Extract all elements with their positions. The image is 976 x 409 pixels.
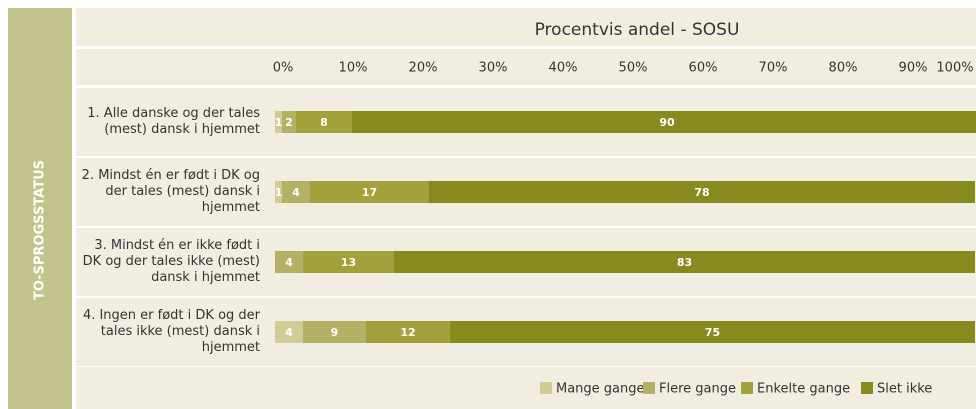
x-tick-label: 30% bbox=[479, 61, 508, 76]
x-tick-label: 10% bbox=[339, 61, 368, 76]
value-label: 78 bbox=[694, 186, 709, 199]
legend-label: Enkelte gange bbox=[757, 382, 850, 397]
value-label: 13 bbox=[341, 256, 356, 269]
title-band bbox=[76, 8, 976, 46]
legend-label: Mange gange bbox=[556, 382, 645, 397]
bar-segment bbox=[296, 111, 352, 133]
bar-segment bbox=[275, 251, 303, 273]
value-label: 8 bbox=[320, 116, 328, 129]
bar-segment bbox=[282, 181, 310, 203]
x-tick-label: 40% bbox=[549, 61, 578, 76]
legend-label: Flere gange bbox=[659, 382, 736, 397]
legend-swatch bbox=[540, 382, 552, 394]
value-label: 12 bbox=[400, 326, 415, 339]
x-tick-label: 60% bbox=[689, 61, 718, 76]
value-label: 75 bbox=[705, 326, 720, 339]
x-tick-label: 70% bbox=[759, 61, 788, 76]
x-tick-label: 100% bbox=[936, 61, 973, 76]
value-label: 83 bbox=[677, 256, 692, 269]
x-tick-label: 0% bbox=[273, 61, 294, 76]
value-label: 90 bbox=[659, 116, 675, 129]
legend-label: Slet ikke bbox=[877, 382, 932, 397]
legend-swatch bbox=[861, 382, 873, 394]
row-label: 1. Alle danske og der tales (mest) dansk… bbox=[87, 106, 260, 137]
bar-segment bbox=[450, 321, 975, 343]
legend-band bbox=[76, 367, 976, 409]
value-label: 1 bbox=[275, 116, 283, 129]
bar-segment bbox=[310, 181, 429, 203]
bar-segment bbox=[275, 181, 282, 203]
bar-segment bbox=[303, 321, 366, 343]
value-label: 4 bbox=[292, 186, 300, 199]
legend-swatch bbox=[643, 382, 655, 394]
bar-segment bbox=[275, 111, 282, 133]
tick-band bbox=[76, 49, 976, 85]
row-label: 3. Mindst én er ikke født i DK og der ta… bbox=[82, 238, 260, 285]
value-label: 2 bbox=[285, 116, 293, 129]
x-tick-label: 90% bbox=[899, 61, 928, 76]
row-label: 2. Mindst én er født i DK og der tales (… bbox=[81, 168, 260, 215]
bar-segment bbox=[275, 321, 303, 343]
row-label: 4. Ingen er født i DK og der tales ikke … bbox=[82, 308, 260, 355]
bar-segment bbox=[429, 181, 975, 203]
legend-swatch bbox=[741, 382, 753, 394]
bar-segment bbox=[366, 321, 450, 343]
x-tick-label: 50% bbox=[619, 61, 648, 76]
value-label: 4 bbox=[285, 256, 293, 269]
bar-segment bbox=[394, 251, 975, 273]
value-label: 4 bbox=[285, 326, 293, 339]
value-label: 9 bbox=[331, 326, 339, 339]
bar-segment bbox=[282, 111, 296, 133]
value-label: 1 bbox=[275, 186, 283, 199]
x-tick-label: 80% bbox=[829, 61, 858, 76]
bar-segment bbox=[352, 111, 976, 133]
side-band bbox=[8, 8, 72, 409]
value-label: 17 bbox=[362, 186, 377, 199]
x-tick-label: 20% bbox=[409, 61, 438, 76]
side-label: TO-SPROGSSTATUS bbox=[33, 160, 48, 300]
chart-title: Procentvis andel - SOSU bbox=[535, 20, 740, 40]
bar-segment bbox=[303, 251, 394, 273]
